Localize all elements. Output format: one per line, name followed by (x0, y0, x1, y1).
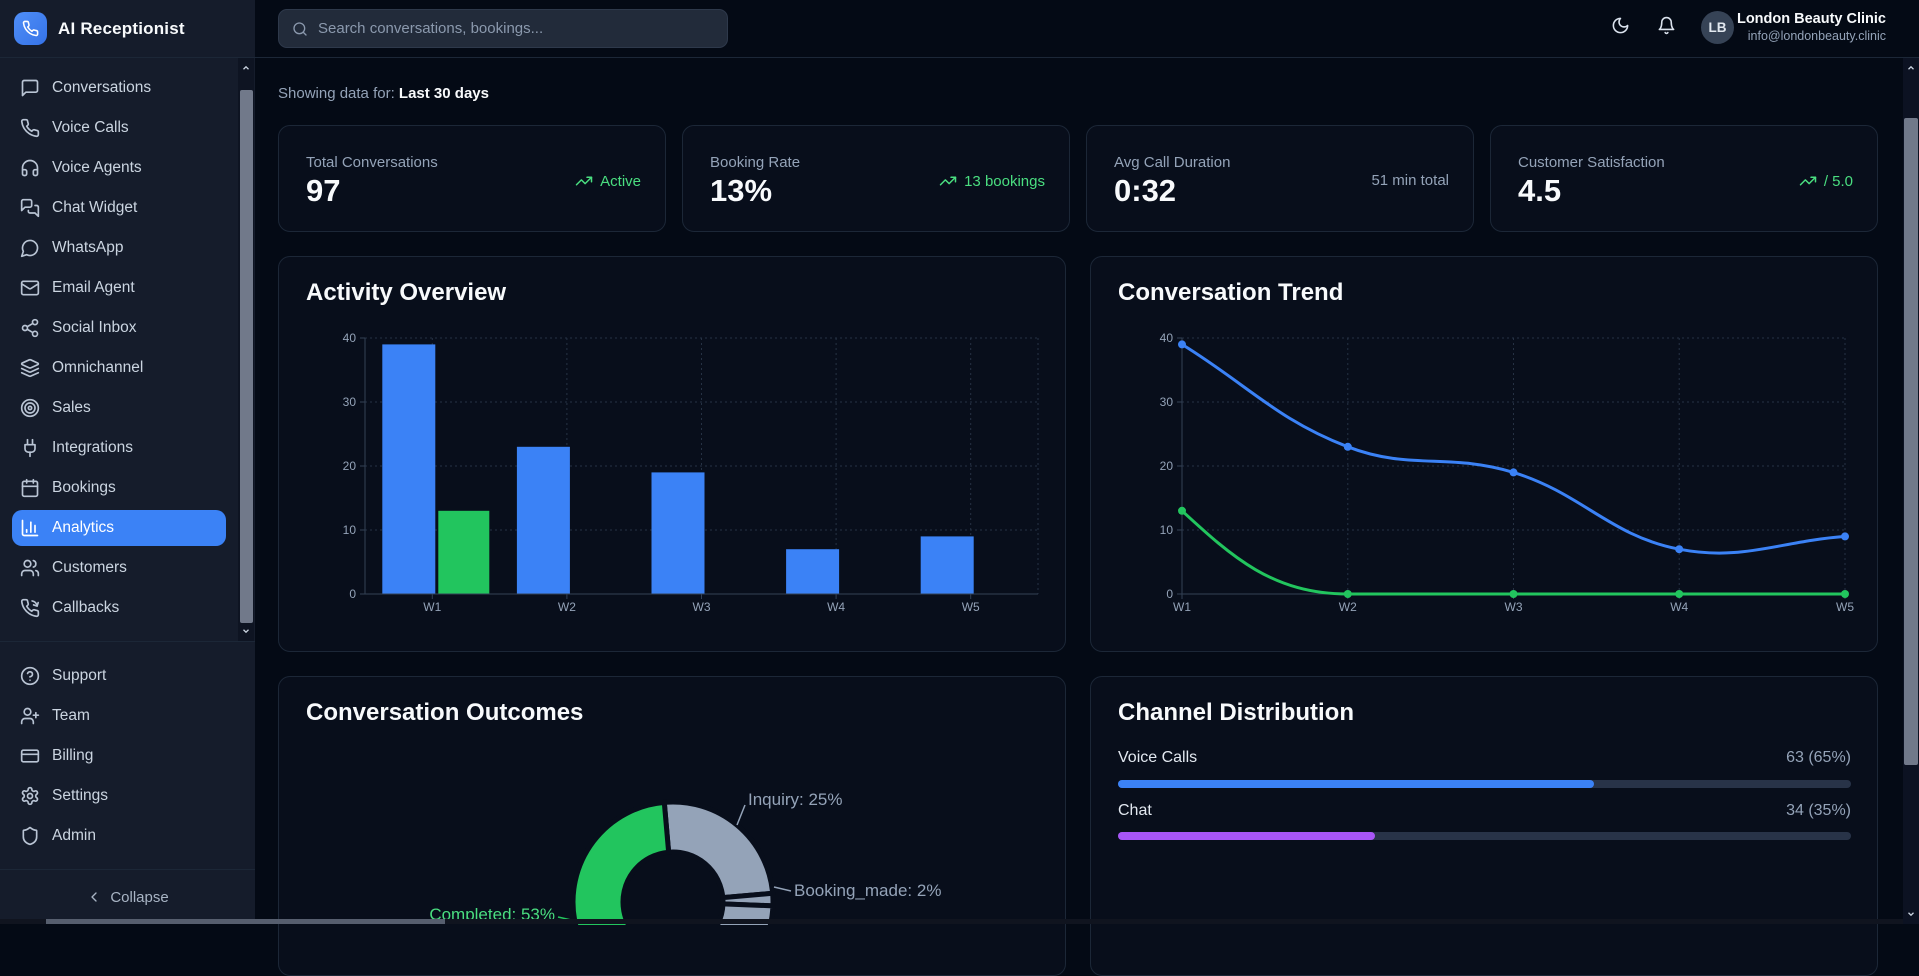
svg-text:W4: W4 (827, 600, 845, 614)
svg-text:W5: W5 (962, 600, 980, 614)
svg-text:W4: W4 (1670, 600, 1688, 614)
svg-text:W1: W1 (423, 600, 441, 614)
svg-text:20: 20 (343, 459, 357, 473)
svg-text:W3: W3 (1505, 600, 1523, 614)
svg-text:10: 10 (1160, 523, 1174, 537)
svg-text:W2: W2 (1339, 600, 1357, 614)
svg-text:40: 40 (343, 331, 357, 345)
svg-text:W1: W1 (1173, 600, 1191, 614)
svg-text:W2: W2 (558, 600, 576, 614)
svg-text:W5: W5 (1836, 600, 1854, 614)
svg-text:10: 10 (343, 523, 357, 537)
svg-text:30: 30 (343, 395, 357, 409)
svg-text:Inquiry: 25%: Inquiry: 25% (748, 790, 843, 809)
svg-text:30: 30 (1160, 395, 1174, 409)
svg-text:20: 20 (1160, 459, 1174, 473)
svg-text:Booking_made: 2%: Booking_made: 2% (794, 881, 941, 900)
svg-text:0: 0 (1166, 587, 1173, 601)
svg-text:40: 40 (1160, 331, 1174, 345)
svg-text:0: 0 (349, 587, 356, 601)
svg-text:W3: W3 (693, 600, 711, 614)
